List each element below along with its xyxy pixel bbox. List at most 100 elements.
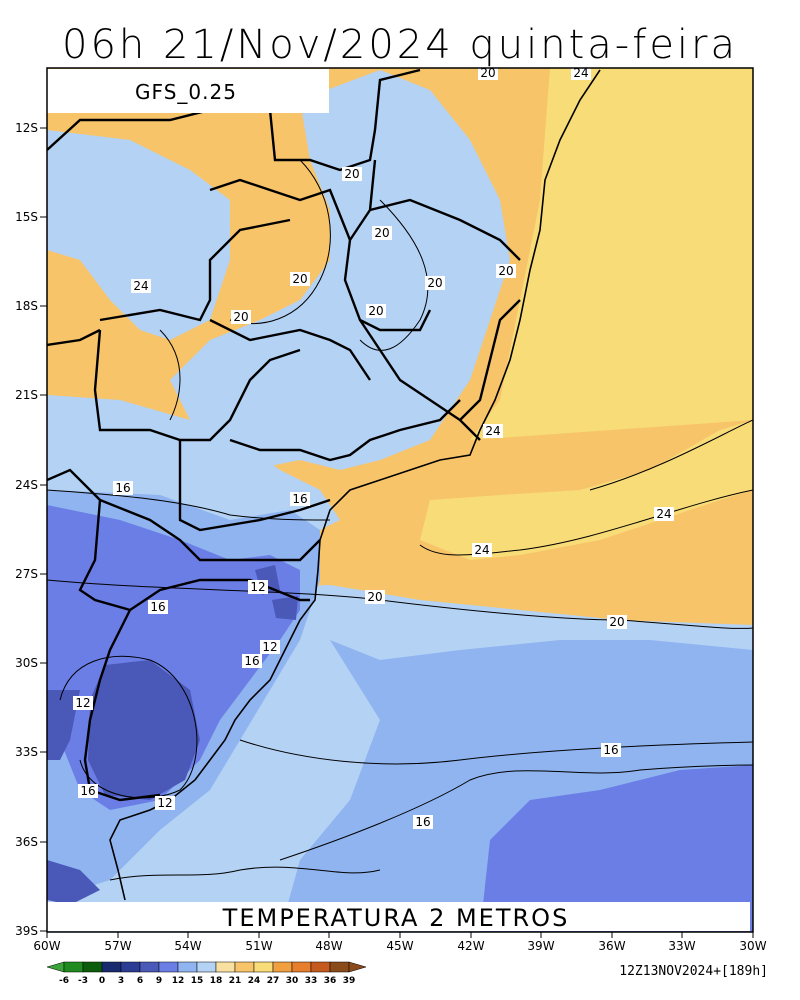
map-variable-title: TEMPERATURA 2 METROS (222, 904, 570, 932)
svg-text:12: 12 (75, 696, 90, 710)
contour-label: 20 (290, 272, 310, 286)
map-title-date: 06h 21/Nov/2024 quinta-feira (62, 22, 738, 68)
contour-label: 20 (425, 276, 445, 290)
longitude-axis: 60W 57W 54W 51W 48W 45W 42W 39W 36W 33W … (33, 932, 767, 953)
field-land-cold-patch-e (272, 596, 298, 620)
run-timestamp: 12Z13NOV2024+[189h] (619, 964, 768, 979)
field-land-light-blue-west (47, 130, 230, 340)
svg-text:20: 20 (609, 615, 624, 629)
legend-swatch (177, 961, 198, 973)
field-land-light-blue (170, 70, 510, 470)
contour-label: 12 (155, 796, 175, 810)
svg-text:20: 20 (292, 272, 307, 286)
field-land-coldest-sw (47, 860, 100, 905)
contour-label: 24 (483, 424, 503, 438)
map-field: 20 24 20 20 20 20 24 20 20 20 16 16 12 1… (47, 66, 753, 932)
legend-swatch (63, 961, 84, 973)
lat-tick-label: 33S (15, 745, 38, 759)
legend-label: 0 (99, 976, 105, 986)
legend-label: -6 (59, 976, 69, 986)
legend-swatch (329, 961, 350, 973)
lat-tick-label: 12S (15, 121, 38, 135)
svg-text:16: 16 (80, 784, 95, 798)
legend-label: 18 (210, 976, 223, 986)
svg-text:16: 16 (603, 743, 618, 757)
legend-label: 36 (324, 976, 337, 986)
lat-tick-label: 27S (15, 567, 38, 581)
contour-lines (47, 159, 753, 881)
svg-text:16: 16 (292, 492, 307, 506)
lat-tick-label: 24S (15, 478, 38, 492)
svg-text:12: 12 (262, 640, 277, 654)
svg-text:20: 20 (427, 276, 442, 290)
svg-text:12: 12 (250, 580, 265, 594)
legend-swatch (139, 961, 160, 973)
legend-swatch (101, 961, 122, 973)
lon-tick-label: 33W (668, 939, 695, 953)
svg-text:20: 20 (374, 226, 389, 240)
legend-label: 3 (118, 976, 124, 986)
lon-tick-label: 30W (739, 939, 766, 953)
legend-swatch (158, 961, 179, 973)
contour-label: 20 (496, 264, 516, 278)
legend-label: 12 (172, 976, 185, 986)
lat-tick-label: 15S (15, 210, 38, 224)
contour-label: 16 (78, 784, 98, 798)
lat-tick-label: 39S (15, 924, 38, 938)
svg-text:24: 24 (656, 507, 671, 521)
contour-label: 24 (472, 543, 492, 557)
svg-text:20: 20 (368, 304, 383, 318)
legend-label: 24 (248, 976, 261, 986)
legend-arrow-left (46, 961, 65, 973)
model-name: GFS_0.25 (135, 80, 237, 104)
lon-tick-label: 39W (527, 939, 554, 953)
field-land-coldest (88, 660, 200, 800)
legend-swatch (120, 961, 141, 973)
svg-text:20: 20 (344, 167, 359, 181)
svg-text:24: 24 (573, 66, 588, 80)
contour-label: 24 (571, 66, 591, 80)
contour-label: 20 (231, 310, 251, 324)
legend-label: -3 (78, 976, 88, 986)
svg-text:20: 20 (367, 590, 382, 604)
contour-label: 16 (242, 654, 262, 668)
legend-swatch (310, 961, 331, 973)
legend-label: 27 (267, 976, 280, 986)
field-ocean-cold-patch (480, 765, 753, 932)
contour-label: 20 (607, 615, 627, 629)
contour-label: 20 (372, 226, 392, 240)
legend-label: 33 (305, 976, 318, 986)
svg-text:24: 24 (133, 279, 148, 293)
legend-label: 30 (286, 976, 299, 986)
svg-text:16: 16 (244, 654, 259, 668)
lon-tick-label: 54W (174, 939, 201, 953)
lon-tick-label: 51W (245, 939, 272, 953)
svg-text:12: 12 (157, 796, 172, 810)
contour-label: 20 (342, 167, 362, 181)
legend-swatch (253, 961, 274, 973)
legend-swatch (82, 961, 103, 973)
legend-swatch (291, 961, 312, 973)
legend-label: 6 (137, 976, 143, 986)
contour-label: 16 (601, 743, 621, 757)
contour-label: 20 (365, 590, 385, 604)
contour-label: 24 (131, 279, 151, 293)
lat-tick-label: 21S (15, 388, 38, 402)
svg-text:16: 16 (415, 815, 430, 829)
legend-swatch (196, 961, 217, 973)
legend-swatch (234, 961, 255, 973)
state-borders (47, 68, 521, 802)
latitude-axis: 12S 15S 18S 21S 24S 27S 30S 33S 36S 39S (15, 121, 47, 938)
contour-label: 16 (148, 600, 168, 614)
svg-text:20: 20 (498, 264, 513, 278)
svg-text:20: 20 (233, 310, 248, 324)
contour-label: 16 (290, 492, 310, 506)
contour-label: 16 (413, 815, 433, 829)
contour-label: 12 (248, 580, 268, 594)
lat-tick-label: 18S (15, 299, 38, 313)
lon-tick-label: 57W (104, 939, 131, 953)
model-name-box (47, 69, 329, 113)
contour-label: 16 (113, 481, 133, 495)
contour-label: 12 (260, 640, 280, 654)
